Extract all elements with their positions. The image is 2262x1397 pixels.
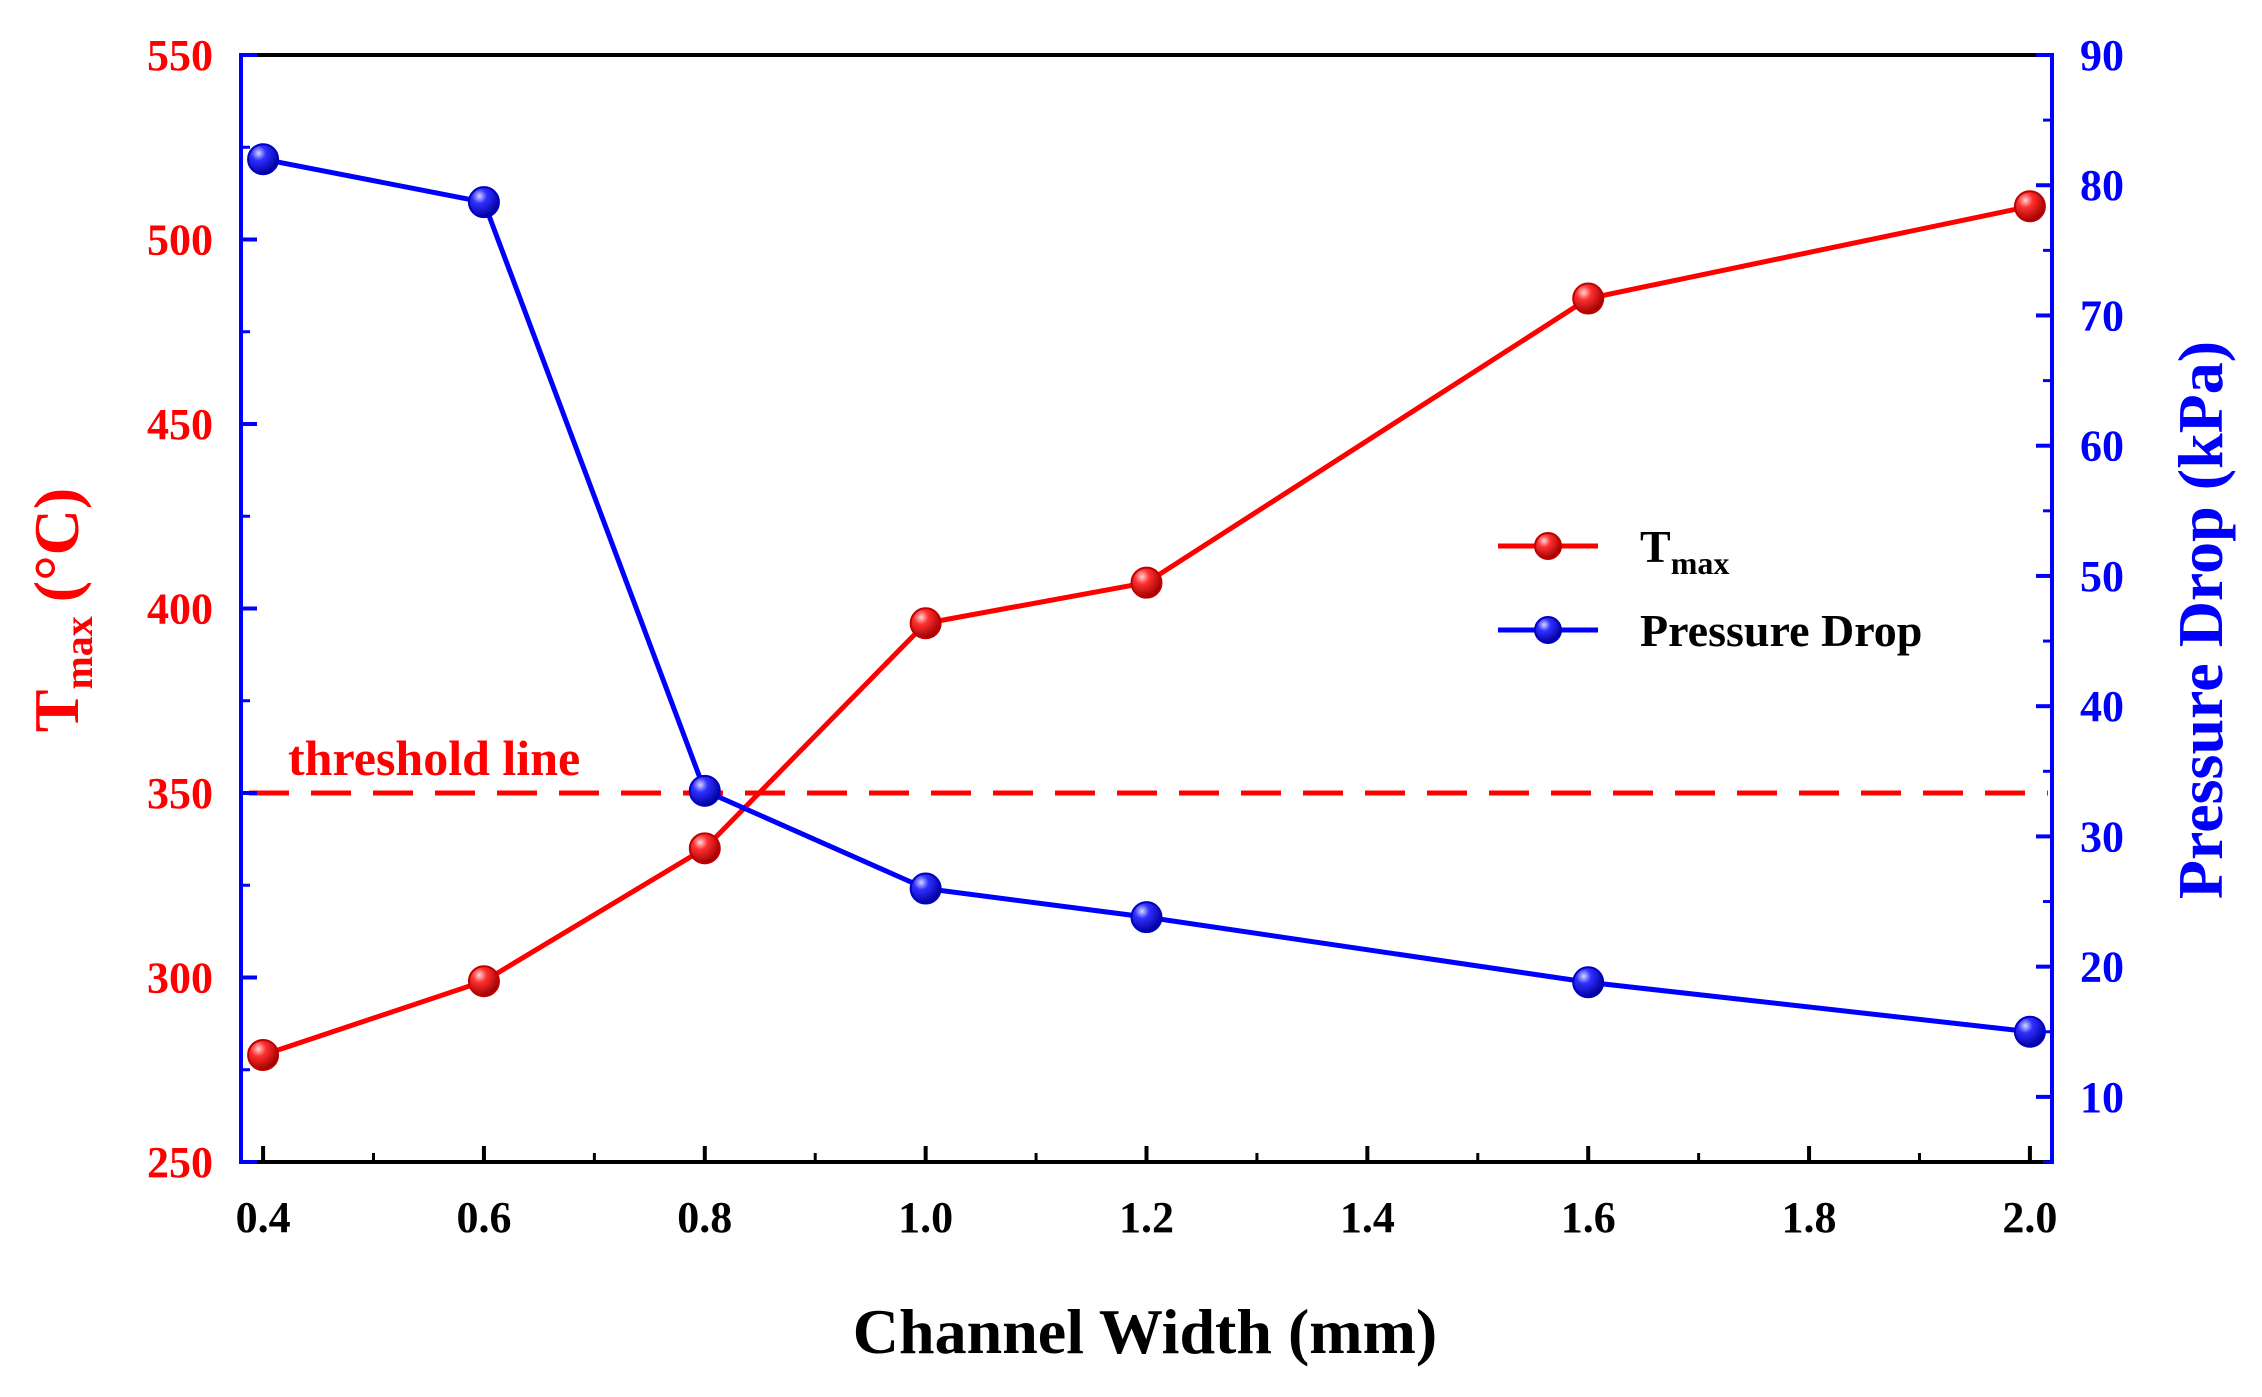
left-axis-title-unit: (°C) — [21, 488, 92, 602]
x-tick-label: 0.4 — [236, 1193, 291, 1242]
x-tick-label: 1.0 — [898, 1193, 953, 1242]
legend-tmax-sub: max — [1671, 545, 1730, 581]
tmax-point — [2013, 190, 2046, 223]
pressure-drop-point — [909, 872, 942, 905]
left-tick-label: 300 — [147, 954, 213, 1003]
left-tick-label: 400 — [147, 585, 213, 634]
tmax-point — [1130, 566, 1163, 599]
threshold-group: threshold line — [249, 730, 2048, 796]
right-tick-label: 80 — [2080, 161, 2124, 210]
right-axis-title: Pressure Drop (kPa) — [2165, 341, 2236, 899]
series-layer — [247, 143, 2046, 1071]
left-tick-label: 550 — [147, 31, 213, 80]
pressure-drop-point — [247, 143, 280, 176]
right-tick-label: 50 — [2080, 552, 2124, 601]
left-axis-title-main: T — [21, 690, 92, 733]
legend-pressure-label: Pressure Drop — [1640, 605, 1922, 656]
tmax-point — [467, 965, 500, 998]
pressure-drop-point — [2013, 1015, 2046, 1048]
legend-tmax-main: T — [1640, 521, 1671, 572]
right-tick-label: 60 — [2080, 422, 2124, 471]
right-tick-label: 20 — [2080, 943, 2124, 992]
legend-tmax-marker — [1534, 532, 1562, 560]
x-tick-label: 1.8 — [1782, 1193, 1837, 1242]
tmax-point — [247, 1038, 280, 1071]
right-tick-label: 90 — [2080, 31, 2124, 80]
left-tick-label: 250 — [147, 1138, 213, 1187]
x-tick-label: 0.6 — [456, 1193, 511, 1242]
x-tick-label: 0.8 — [677, 1193, 732, 1242]
pressure-drop-point — [1572, 966, 1605, 999]
right-tick-label: 70 — [2080, 291, 2124, 340]
legend-tmax-label: Tmax — [1640, 521, 1729, 581]
right-tick-label: 40 — [2080, 682, 2124, 731]
left-tick-label: 450 — [147, 400, 213, 449]
pressure-drop-point — [688, 774, 721, 807]
x-tick-label: 1.2 — [1119, 1193, 1174, 1242]
legend: Tmax Pressure Drop — [1498, 521, 1922, 656]
right-tick-label: 30 — [2080, 812, 2124, 861]
x-tick-label: 2.0 — [2002, 1193, 2057, 1242]
legend-pressure-marker — [1534, 616, 1562, 644]
tmax-point — [688, 832, 721, 865]
x-axis-title: Channel Width (mm) — [853, 1296, 1437, 1367]
left-tick-label: 500 — [147, 216, 213, 265]
left-axis-title-sub: max — [56, 616, 101, 689]
left-axis-title: Tmax (°C) — [21, 488, 101, 732]
tmax-point — [909, 607, 942, 640]
right-tick-label: 10 — [2080, 1073, 2124, 1122]
tmax-point — [1572, 282, 1605, 315]
left-tick-label: 350 — [147, 769, 213, 818]
pressure-drop-point — [467, 186, 500, 219]
threshold-label: threshold line — [288, 730, 580, 786]
ticks-layer: 0.4 0.6 0.8 1.0 1.2 1.4 1.6 1.8 2.0 250 300 350 400 4… — [147, 31, 2124, 1242]
pressure-drop-point — [1130, 901, 1163, 934]
x-tick-label: 1.6 — [1561, 1193, 1616, 1242]
x-tick-label: 1.4 — [1340, 1193, 1395, 1242]
